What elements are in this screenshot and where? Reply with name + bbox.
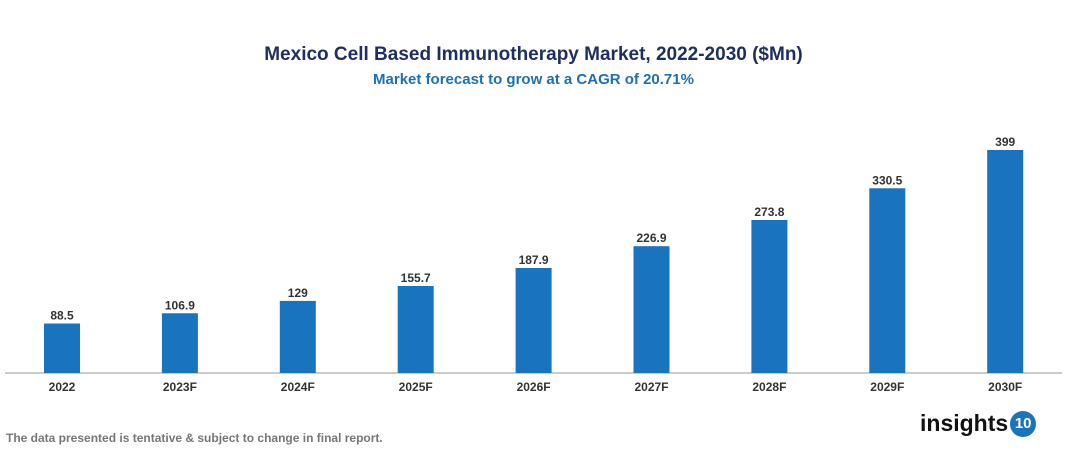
- x-tick-label: 2030F: [988, 380, 1022, 394]
- bar: [751, 219, 788, 373]
- data-label: 129: [288, 286, 308, 300]
- data-label: 273.8: [754, 205, 784, 219]
- x-tick-label: 2027F: [634, 380, 668, 394]
- data-label: 155.7: [401, 271, 431, 285]
- x-tick-label: 2026F: [517, 380, 551, 394]
- bar-chart: 88.5 2022 106.9 2023F 129 2024F 155.7 2025F 187.…: [5, 135, 1062, 394]
- bar: [515, 267, 552, 373]
- data-label: 330.5: [872, 173, 902, 187]
- bar: [869, 188, 906, 373]
- x-tick-label: 2025F: [399, 380, 433, 394]
- bar: [161, 313, 198, 373]
- logo-text: insights: [920, 410, 1009, 436]
- bar: [633, 246, 670, 373]
- chart-subtitle: Market forecast to grow at a CAGR of 20.…: [373, 71, 694, 88]
- x-tick-label: 2023F: [163, 380, 197, 394]
- logo-number: 10: [1010, 410, 1037, 437]
- x-tick-label: 2028F: [752, 380, 786, 394]
- footnote: The data presented is tentative & subjec…: [6, 431, 383, 445]
- data-label: 88.5: [50, 309, 74, 323]
- bar: [987, 150, 1024, 373]
- bar: [397, 285, 434, 373]
- x-tick-label: 2024F: [281, 380, 315, 394]
- bar: [279, 300, 316, 373]
- insights10-logo: insights 10: [920, 410, 1037, 437]
- x-tick-label: 2022: [49, 380, 76, 394]
- data-label: 399: [995, 135, 1015, 149]
- chart-title: Mexico Cell Based Immunotherapy Market, …: [264, 44, 803, 65]
- bar: [44, 323, 80, 373]
- x-tick-label: 2029F: [870, 380, 904, 394]
- data-label: 187.9: [519, 253, 549, 267]
- data-label: 226.9: [636, 231, 666, 245]
- data-label: 106.9: [165, 298, 195, 312]
